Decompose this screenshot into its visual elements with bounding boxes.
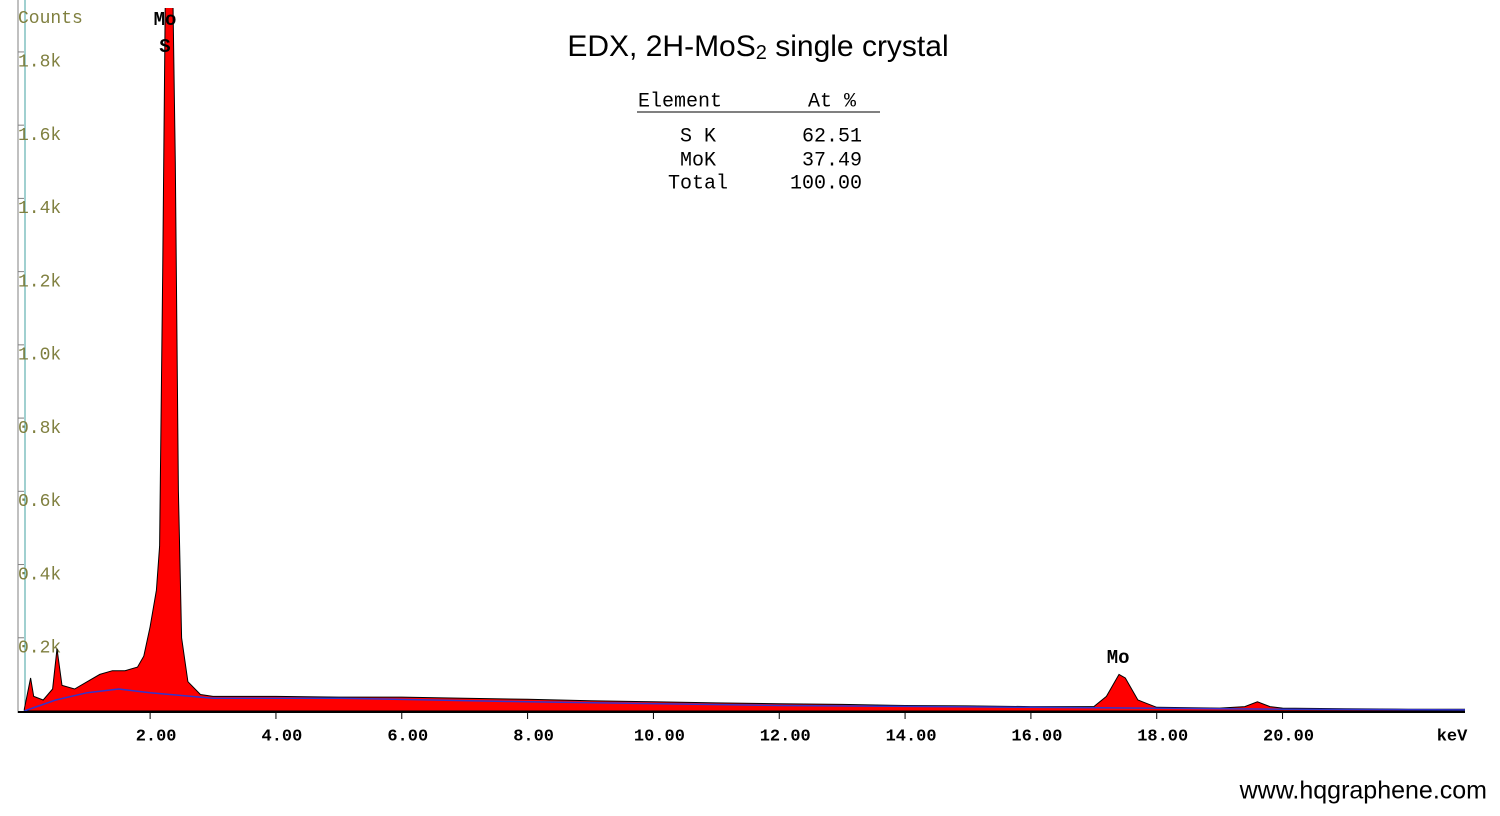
- plot-area: [23, 8, 1465, 711]
- y-tick-label: 1.2k: [18, 272, 61, 292]
- peak-label: Mo: [1107, 647, 1130, 669]
- y-tick-label: 1.8k: [18, 53, 61, 73]
- x-tick-label: 6.00: [387, 727, 428, 746]
- y-tick-label: 1.4k: [18, 199, 61, 219]
- title-subscript: 2: [756, 42, 767, 64]
- watermark: www.hqgraphene.com: [1239, 777, 1487, 805]
- table-cell: 100.00: [790, 172, 862, 195]
- y-tick-label: 1.0k: [18, 346, 61, 366]
- x-tick-label: 14.00: [886, 727, 937, 746]
- x-tick-label: 8.00: [513, 727, 554, 746]
- title-part: single crystal: [767, 30, 949, 63]
- table-cell: 62.51: [802, 125, 862, 148]
- x-axis-label: keV: [1437, 727, 1468, 746]
- x-tick-label: 10.00: [634, 727, 685, 746]
- x-tick-label: 18.00: [1137, 727, 1188, 746]
- background-line: [24, 688, 1465, 711]
- table-cell: Total: [668, 172, 728, 195]
- table-cell: 37.49: [802, 149, 862, 172]
- peak-label: Mo: [154, 9, 177, 31]
- table-header: Element: [638, 90, 722, 113]
- table-cell: MoK: [680, 149, 716, 172]
- y-tick-label: 0.2k: [18, 639, 61, 659]
- x-tick-label: 2.00: [136, 727, 177, 746]
- spectrum-area: [23, 8, 1465, 711]
- y-tick-label: 0.8k: [18, 419, 61, 439]
- peak-label: S: [159, 36, 170, 58]
- x-tick-label: 4.00: [262, 727, 303, 746]
- y-axis-label: Counts: [18, 9, 83, 29]
- y-tick-label: 0.4k: [18, 565, 61, 585]
- x-tick-label: 20.00: [1263, 727, 1314, 746]
- table-header: At %: [808, 90, 857, 113]
- y-tick-label: 1.6k: [18, 126, 61, 146]
- table-cell: S K: [680, 125, 716, 148]
- y-tick-label: 0.6k: [18, 492, 61, 512]
- x-tick-label: 12.00: [760, 727, 811, 746]
- chart-title: EDX, 2H-MoS2 single crystal: [567, 30, 948, 64]
- result-table: Element At % S K 62.51 MoK 37.49 Total 1…: [637, 90, 880, 195]
- title-part: EDX, 2H-MoS: [567, 30, 755, 63]
- x-tick-label: 16.00: [1011, 727, 1062, 746]
